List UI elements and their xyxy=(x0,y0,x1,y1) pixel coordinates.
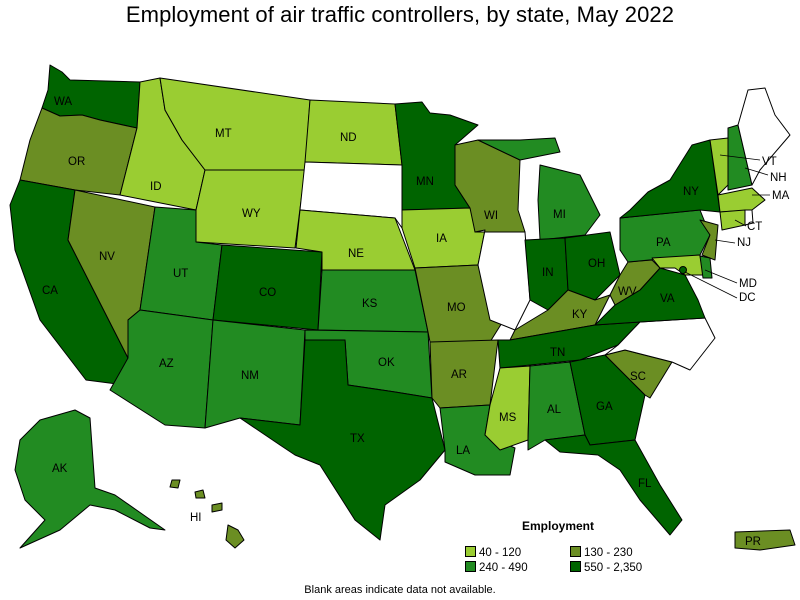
label-mn: MN xyxy=(416,176,434,188)
label-la: LA xyxy=(456,445,470,457)
label-ms: MS xyxy=(499,412,517,424)
state-ny[interactable] xyxy=(619,139,721,219)
label-ga: GA xyxy=(596,401,613,413)
footnote: Blank areas indicate data not available. xyxy=(304,584,496,596)
state-pr[interactable] xyxy=(734,529,796,551)
state-ct[interactable] xyxy=(719,209,746,231)
label-id: ID xyxy=(150,181,162,193)
label-hi: HI xyxy=(190,512,202,524)
legend-item-tier3: 240 - 490 xyxy=(465,561,528,574)
label-co: CO xyxy=(259,287,276,299)
label-wv: WV xyxy=(618,286,637,298)
legend-label: 40 - 120 xyxy=(479,547,522,559)
label-nj: NJ xyxy=(737,237,751,249)
label-vt: VT xyxy=(762,156,777,168)
state-hi[interactable] xyxy=(169,479,245,549)
label-ny: NY xyxy=(683,186,699,198)
state-wy[interactable] xyxy=(195,169,306,249)
label-ia: IA xyxy=(436,233,447,245)
state-tx[interactable] xyxy=(239,339,446,541)
state-ak[interactable] xyxy=(14,409,166,549)
label-al: AL xyxy=(547,404,562,416)
state-pa[interactable] xyxy=(619,209,711,263)
label-ut: UT xyxy=(173,268,188,280)
legend-swatch xyxy=(570,546,581,557)
label-mo: MO xyxy=(447,302,466,314)
label-az: AZ xyxy=(159,358,174,370)
state-me[interactable] xyxy=(737,87,791,186)
label-nh: NH xyxy=(770,172,787,184)
label-leader-lines xyxy=(684,154,770,299)
legend-title: Employment xyxy=(522,519,595,533)
label-ct: CT xyxy=(747,221,762,233)
state-sd[interactable] xyxy=(299,161,403,229)
map-title: Employment of air traffic controllers, b… xyxy=(125,2,675,27)
state-md[interactable] xyxy=(651,254,704,276)
label-ks: KS xyxy=(362,298,378,310)
label-ma: MA xyxy=(772,190,790,202)
label-va: VA xyxy=(660,293,675,305)
legend-swatch xyxy=(570,561,581,572)
label-or: OR xyxy=(68,156,85,168)
label-ca: CA xyxy=(42,285,58,297)
label-nd: ND xyxy=(340,132,357,144)
state-fl[interactable] xyxy=(544,434,683,536)
legend-label: 240 - 490 xyxy=(479,562,528,574)
label-wy: WY xyxy=(242,208,261,220)
state-wv[interactable] xyxy=(609,259,661,306)
state-ma[interactable] xyxy=(717,187,766,213)
label-nm: NM xyxy=(241,370,259,382)
label-ok: OK xyxy=(378,357,395,369)
dc-marker[interactable] xyxy=(679,266,687,274)
state-labels: WA OR CA NV ID MT WY UT AZ CO NM ND NE K… xyxy=(42,96,790,548)
label-md: MD xyxy=(739,278,757,290)
label-wi: WI xyxy=(484,210,498,222)
label-in: IN xyxy=(542,267,554,279)
label-ak: AK xyxy=(52,463,68,475)
legend-swatch xyxy=(465,561,476,572)
label-pa: PA xyxy=(656,237,671,249)
label-tn: TN xyxy=(550,347,565,359)
label-fl: FL xyxy=(638,478,652,490)
label-nv: NV xyxy=(99,251,115,263)
legend-swatch xyxy=(465,546,476,557)
legend-label: 550 - 2,350 xyxy=(584,562,643,574)
state-de[interactable] xyxy=(699,255,713,279)
label-mt: MT xyxy=(215,128,232,140)
label-ar: AR xyxy=(451,369,467,381)
label-dc: DC xyxy=(739,292,756,304)
label-oh: OH xyxy=(588,258,605,270)
state-ri[interactable] xyxy=(744,209,754,226)
label-sc: SC xyxy=(630,371,646,383)
label-ne: NE xyxy=(348,248,364,260)
legend-label: 130 - 230 xyxy=(584,547,633,559)
legend-item-tier4: 550 - 2,350 xyxy=(570,561,642,574)
label-pr: PR xyxy=(745,536,761,548)
label-wa: WA xyxy=(54,96,72,108)
label-ky: KY xyxy=(572,309,588,321)
label-mi: MI xyxy=(553,209,566,221)
legend-item-tier1: 40 - 120 xyxy=(465,546,521,559)
state-oh[interactable] xyxy=(564,231,621,301)
label-tx: TX xyxy=(350,433,365,445)
legend-item-tier2: 130 - 230 xyxy=(570,546,633,559)
